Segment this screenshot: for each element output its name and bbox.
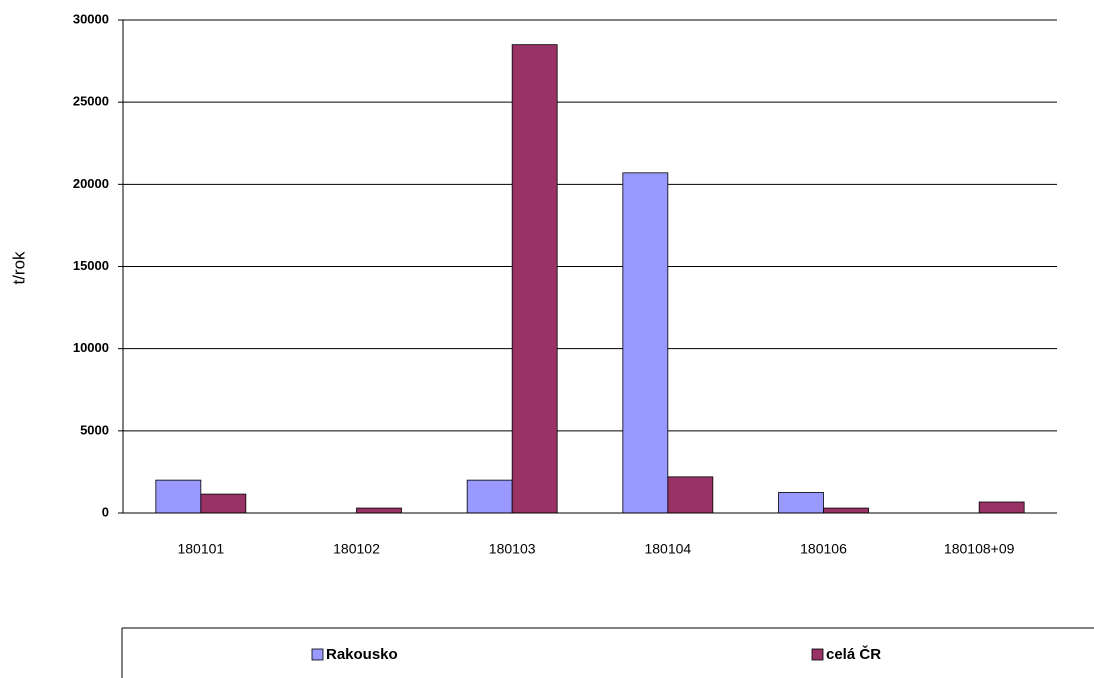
legend-swatch [811, 648, 824, 661]
bar [356, 507, 402, 514]
bar [200, 493, 247, 514]
bar [466, 479, 513, 514]
y-tick-label: 30000 [73, 11, 109, 26]
bar [667, 476, 714, 514]
y-tick-label: 25000 [73, 94, 109, 109]
y-tick-label: 10000 [73, 340, 109, 355]
x-tick-label: 180102 [333, 541, 380, 557]
legend-label: Rakousko [326, 646, 398, 663]
bar [778, 492, 824, 514]
legend-label: celá ČR [826, 645, 881, 663]
bar [823, 507, 869, 514]
x-tick-label: 180108+09 [944, 541, 1015, 557]
y-axis-label: t/rok [9, 251, 28, 285]
y-tick-label: 0 [102, 504, 109, 519]
bar [978, 501, 1025, 514]
x-tick-label: 180101 [177, 541, 224, 557]
x-tick-label: 180106 [800, 541, 847, 557]
legend-swatch [311, 648, 324, 661]
y-tick-label: 15000 [73, 258, 109, 273]
y-tick-label: 5000 [80, 422, 109, 437]
bar [155, 479, 202, 514]
x-tick-label: 180104 [644, 541, 691, 557]
x-tick-label: 180103 [489, 541, 536, 557]
bar [622, 172, 669, 514]
y-tick-label: 20000 [73, 176, 109, 191]
bar [511, 44, 558, 514]
